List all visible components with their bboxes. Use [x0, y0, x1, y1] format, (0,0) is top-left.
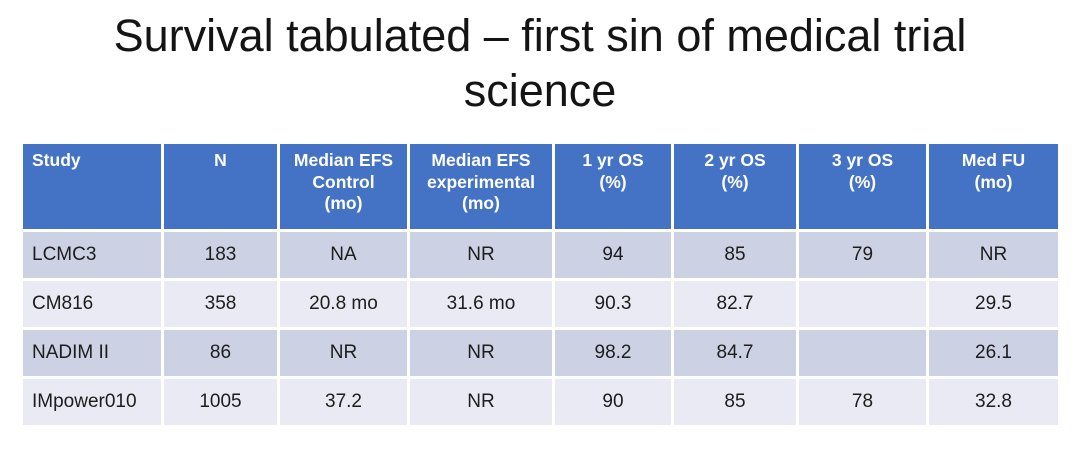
table-cell: 358 [161, 278, 280, 330]
table-cell: NR [407, 376, 555, 428]
table-cell: LCMC3 [20, 229, 164, 281]
table-cell: CM816 [20, 278, 164, 330]
table-cell: 31.6 mo [407, 278, 555, 330]
table-cell: 94 [552, 229, 674, 281]
col-header-median-efs-control: Median EFS Control (mo) [277, 141, 410, 232]
table-cell: 78 [796, 376, 929, 428]
header-row: Study N Median EFS Control (mo) Median E… [20, 141, 1061, 232]
table-cell: NA [277, 229, 410, 281]
table-cell: 79 [796, 229, 929, 281]
col-header-3yr-os: 3 yr OS (%) [796, 141, 929, 232]
table-cell: NADIM II [20, 327, 164, 379]
table-cell: 90 [552, 376, 674, 428]
col-header-median-efs-experimental: Median EFS experimental (mo) [407, 141, 555, 232]
table-cell [796, 278, 929, 330]
table-cell: NR [926, 229, 1061, 281]
table-cell: 82.7 [671, 278, 799, 330]
slide-title: Survival tabulated – first sin of medica… [113, 10, 967, 116]
col-header-n: N [161, 141, 280, 232]
row-lcmc3: LCMC3 183 NA NR 94 85 79 NR [20, 229, 1061, 281]
table-cell: 183 [161, 229, 280, 281]
col-header-2yr-os: 2 yr OS (%) [671, 141, 799, 232]
table-cell: IMpower010 [20, 376, 164, 428]
col-header-1yr-os: 1 yr OS (%) [552, 141, 674, 232]
table-cell [796, 327, 929, 379]
table-cell: 29.5 [926, 278, 1061, 330]
row-cm816: CM816 358 20.8 mo 31.6 mo 90.3 82.7 29.5 [20, 278, 1061, 330]
col-header-med-fu: Med FU (mo) [926, 141, 1061, 232]
table-cell: 32.8 [926, 376, 1061, 428]
table-cell: 26.1 [926, 327, 1061, 379]
table-cell: 90.3 [552, 278, 674, 330]
table-cell: NR [407, 327, 555, 379]
table-cell: 98.2 [552, 327, 674, 379]
row-impower010: IMpower010 1005 37.2 NR 90 85 78 32.8 [20, 376, 1061, 428]
table-cell: 85 [671, 376, 799, 428]
table-cell: 37.2 [277, 376, 410, 428]
table-cell: 85 [671, 229, 799, 281]
col-header-study: Study [20, 141, 164, 232]
row-nadim-ii: NADIM II 86 NR NR 98.2 84.7 26.1 [20, 327, 1061, 379]
table-cell: 84.7 [671, 327, 799, 379]
table-cell: 20.8 mo [277, 278, 410, 330]
table-cell: NR [277, 327, 410, 379]
table-cell: NR [407, 229, 555, 281]
table-cell: 86 [161, 327, 280, 379]
table-cell: 1005 [161, 376, 280, 428]
results-table: Study N Median EFS Control (mo) Median E… [20, 141, 1061, 428]
